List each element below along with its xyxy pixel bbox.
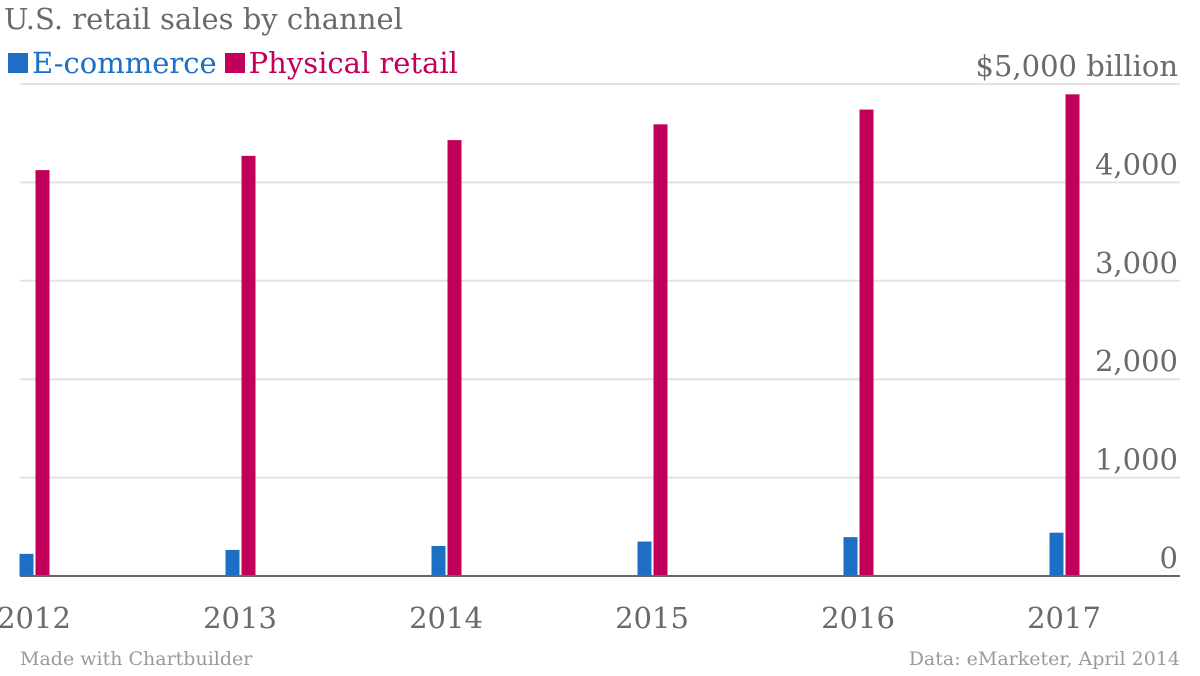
bar-ecommerce-2012 bbox=[19, 553, 34, 576]
bar-physical-2014 bbox=[447, 140, 462, 576]
legend: E-commerce Physical retail bbox=[8, 46, 466, 80]
y-tick-label-2: 2,000 bbox=[1095, 344, 1178, 378]
bar-ecommerce-2015 bbox=[637, 541, 652, 576]
grid-layer bbox=[20, 83, 1180, 479]
legend-swatch-ecommerce bbox=[8, 53, 28, 73]
legend-item-physical: Physical retail bbox=[224, 46, 458, 80]
legend-label-physical: Physical retail bbox=[248, 46, 458, 80]
y-tick-label-4: 4,000 bbox=[1095, 147, 1178, 181]
bar-physical-2017 bbox=[1065, 94, 1080, 576]
bar-physical-2015 bbox=[653, 124, 668, 577]
y-tick-label-1: 1,000 bbox=[1095, 443, 1178, 477]
x-tick-label-2015: 2015 bbox=[615, 601, 689, 635]
y-tick-label-3: 3,000 bbox=[1095, 246, 1178, 280]
x-tick-label-2017: 2017 bbox=[1027, 601, 1101, 635]
chart-title: U.S. retail sales by channel bbox=[4, 2, 403, 36]
bar-ecommerce-2016 bbox=[843, 537, 858, 576]
legend-item-ecommerce: E-commerce bbox=[8, 46, 217, 80]
y-tick-label-5: $5,000 billion bbox=[976, 49, 1179, 83]
legend-swatch-physical bbox=[224, 53, 245, 73]
bar-ecommerce-2013 bbox=[225, 549, 240, 576]
bar-physical-2013 bbox=[241, 155, 256, 576]
bar-ecommerce-2014 bbox=[431, 545, 446, 576]
bar-layer bbox=[19, 94, 1080, 577]
bar-physical-2016 bbox=[859, 109, 874, 577]
x-tick-label-2013: 2013 bbox=[203, 601, 277, 635]
label-layer: 0 1,000 2,000 3,000 4,000 $5,000 billion 2012 2… bbox=[0, 49, 1178, 635]
footer-credit: Made with Chartbuilder bbox=[20, 648, 253, 670]
footer-source: Data: eMarketer, April 2014 bbox=[908, 648, 1180, 670]
x-tick-label-2014: 2014 bbox=[409, 601, 483, 635]
bar-physical-2012 bbox=[35, 170, 50, 576]
legend-label-ecommerce: E-commerce bbox=[32, 46, 217, 80]
y-tick-label-0: 0 bbox=[1160, 541, 1178, 575]
x-tick-label-2012: 2012 bbox=[0, 601, 71, 635]
bar-ecommerce-2017 bbox=[1049, 532, 1064, 576]
x-tick-label-2016: 2016 bbox=[821, 601, 895, 635]
